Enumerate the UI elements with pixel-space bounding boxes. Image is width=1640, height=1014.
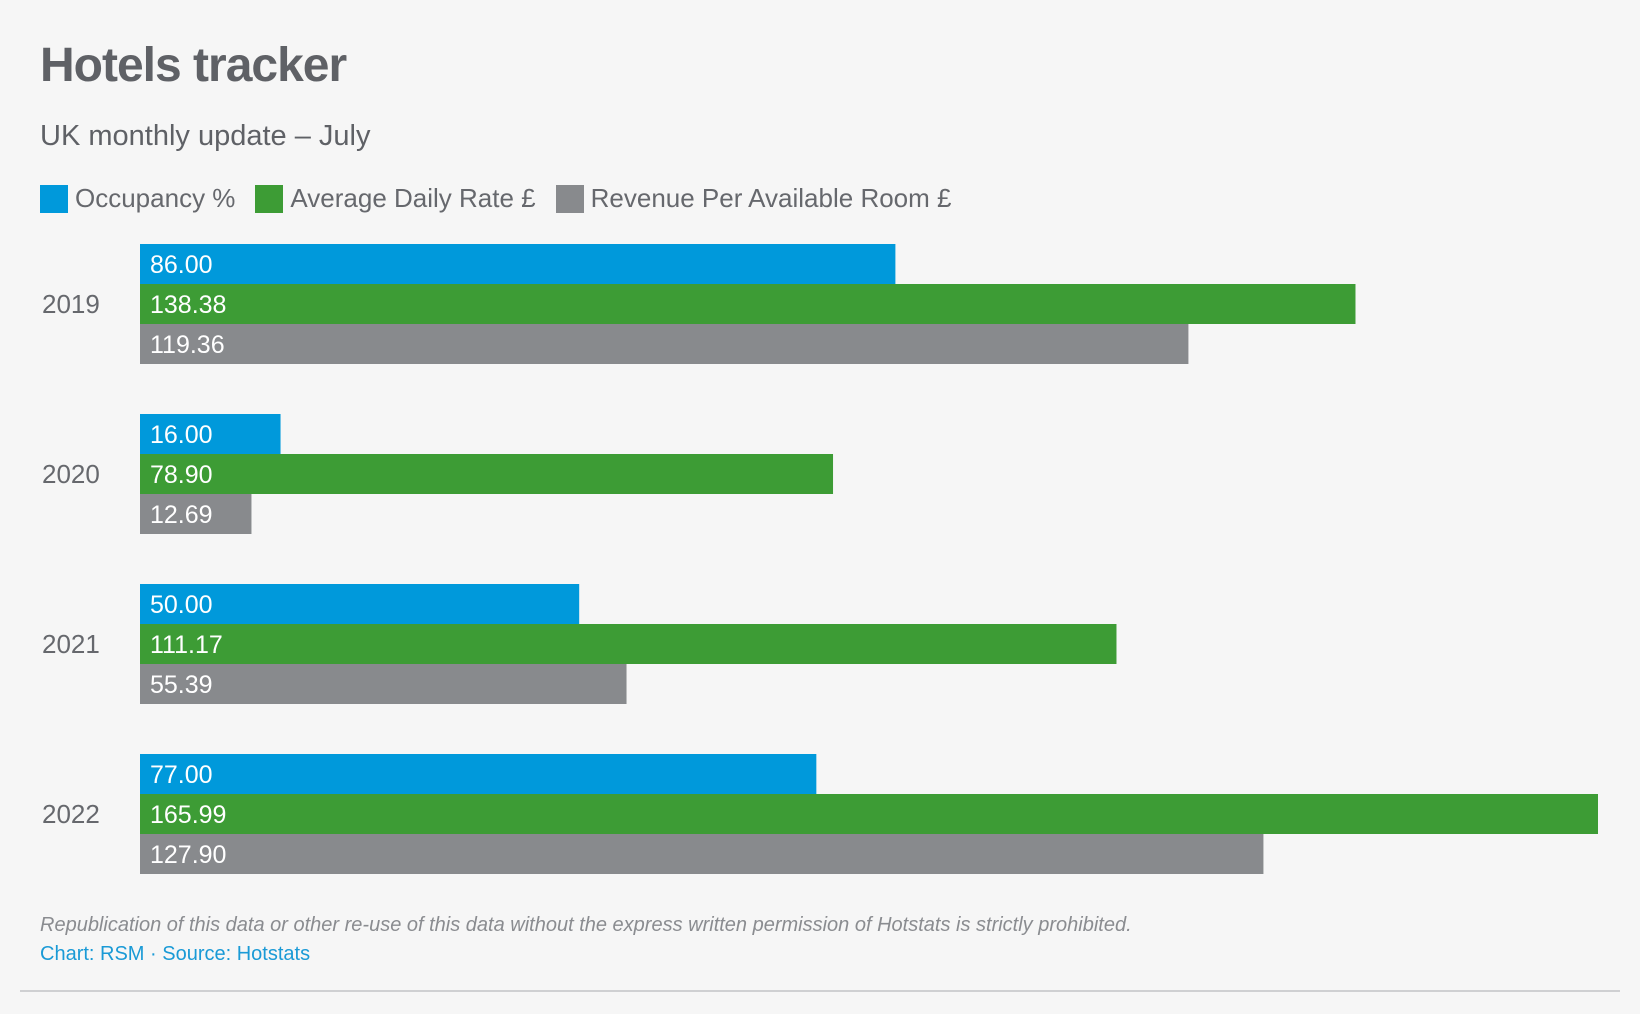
legend-swatch-occupancy [40, 184, 68, 213]
legend-label-revpar: Revenue Per Available Room £ [590, 183, 952, 213]
chart-subtitle: UK monthly update – July [40, 120, 371, 152]
legend-item-adr: Average Daily Rate £ [255, 183, 536, 214]
legend-swatch-revpar [555, 184, 584, 213]
data-label-revenue-per-available-room-2021: 55.39 [150, 671, 213, 699]
legend: Occupancy % Average Daily Rate £ Revenue… [40, 183, 951, 214]
chart-title: Hotels tracker [40, 39, 347, 92]
data-label-occupancy-2021: 50.00 [150, 591, 213, 619]
category-label-2022: 2022 [42, 799, 100, 829]
data-label-revenue-per-available-room-2020: 12.69 [150, 501, 213, 529]
bar-revenue-per-available-room-2021 [140, 664, 627, 704]
bar-average-daily-rate-2022 [140, 794, 1598, 834]
data-label-occupancy-2019: 86.00 [150, 251, 213, 279]
category-label-2021: 2021 [42, 629, 100, 659]
footer-divider [20, 990, 1620, 992]
bar-occupancy-2022 [140, 754, 817, 794]
data-label-revenue-per-available-room-2022: 127.90 [150, 841, 226, 869]
footer-credits: Chart: RSM · Source: Hotstats [40, 943, 311, 965]
data-label-occupancy-2022: 77.00 [150, 761, 213, 789]
bar-average-daily-rate-2020 [140, 454, 834, 494]
data-label-average-daily-rate-2020: 78.90 [150, 461, 213, 489]
legend-item-revpar: Revenue Per Available Room £ [555, 183, 952, 214]
bar-occupancy-2019 [140, 244, 896, 284]
category-label-2019: 2019 [42, 289, 100, 319]
data-label-occupancy-2020: 16.00 [150, 421, 213, 449]
bar-average-daily-rate-2019 [140, 284, 1356, 324]
bar-revenue-per-available-room-2022 [140, 834, 1264, 874]
data-label-average-daily-rate-2022: 165.99 [150, 801, 226, 829]
data-label-average-daily-rate-2019: 138.38 [150, 291, 226, 319]
bar-revenue-per-available-room-2019 [140, 324, 1189, 364]
bar-occupancy-2020 [140, 414, 281, 454]
bar-chart: 2019 86.00 138.38 119.36 2020 16.00 78.90 12.69… [42, 244, 1598, 874]
bar-revenue-per-available-room-2020 [140, 494, 252, 534]
bar-occupancy-2021 [140, 584, 580, 624]
data-label-revenue-per-available-room-2019: 119.36 [150, 331, 225, 359]
footer-note: Republication of this data or other re-u… [40, 914, 1132, 936]
category-label-2020: 2020 [42, 459, 100, 489]
bar-average-daily-rate-2021 [140, 624, 1117, 664]
data-label-average-daily-rate-2021: 111.17 [150, 631, 223, 659]
legend-swatch-adr [255, 184, 284, 213]
legend-item-occupancy: Occupancy % [40, 183, 235, 214]
legend-label-adr: Average Daily Rate £ [290, 183, 536, 213]
legend-label-occupancy: Occupancy % [75, 183, 236, 213]
